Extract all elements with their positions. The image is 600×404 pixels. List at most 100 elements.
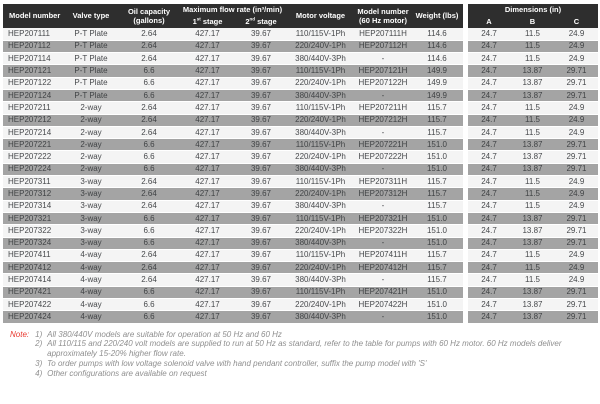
table-row: HEP207112 P-T Plate 2.64 427.17 39.67 220/240… <box>3 40 463 54</box>
header-stage-1: 1st stage <box>179 16 236 28</box>
cell: - <box>355 273 411 287</box>
cell: 6.6 <box>119 77 179 90</box>
cell: 6.6 <box>119 286 179 300</box>
cell: HEP207122 <box>3 77 63 90</box>
cell: 220/240V-1Ph <box>286 150 355 164</box>
cell: 115.7 <box>411 261 463 275</box>
cell: 427.17 <box>179 64 236 78</box>
cell: 24.7 <box>468 261 510 275</box>
dimensions-row: 24.7 13.87 29.71 <box>468 89 599 103</box>
note-items: 1) All 380/440V models are suitable for o… <box>35 330 592 379</box>
cell: HEP207124 <box>3 89 63 103</box>
cell: 380/440V-3Ph <box>286 163 355 177</box>
cell: 151.0 <box>411 138 463 152</box>
cell: 380/440V-3Ph <box>286 200 355 213</box>
table-row: HEP207422 4-way 6.6 427.17 39.67 220/240V-1Ph… <box>3 298 463 312</box>
header-model-number: Model number <box>3 4 63 28</box>
cell: 3-way <box>63 175 119 189</box>
cell: 13.87 <box>510 224 555 238</box>
cell: 115.7 <box>411 249 463 263</box>
cell: 427.17 <box>179 261 236 275</box>
cell: P-T Plate <box>63 28 119 41</box>
cell: 24.7 <box>468 77 510 90</box>
cell: 39.67 <box>236 77 286 90</box>
cell: 4-way <box>63 310 119 324</box>
table-row: HEP207114 P-T Plate 2.64 427.17 39.67 380/440… <box>3 52 463 66</box>
table-row: HEP207224 2-way 6.6 427.17 39.67 380/440V-3Ph… <box>3 163 463 177</box>
cell: 149.9 <box>411 64 463 78</box>
cell: 13.87 <box>510 310 555 324</box>
table-row: HEP207322 3-way 6.6 427.17 39.67 220/240V-1Ph… <box>3 224 463 238</box>
cell: 11.5 <box>510 101 555 115</box>
cell: 13.87 <box>510 138 555 152</box>
cell: 24.9 <box>555 273 599 287</box>
table-row: HEP207411 4-way 2.64 427.17 39.67 110/115V-1P… <box>3 249 463 263</box>
header-model-60hz: Model number (60 Hz motor) <box>355 4 411 28</box>
cell: HEP207214 <box>3 126 63 140</box>
cell: 39.67 <box>236 101 286 115</box>
cell: 110/115V-1Ph <box>286 249 355 263</box>
cell: 24.7 <box>468 163 510 177</box>
cell: HEP207121H <box>355 64 411 78</box>
cell: 427.17 <box>179 126 236 140</box>
dimensions-table: Dimensions (in) A B C 24.7 11.5 24.9 24.7 11… <box>468 4 599 324</box>
cell: 427.17 <box>179 212 236 226</box>
cell: HEP207114 <box>3 52 63 66</box>
cell: - <box>355 310 411 324</box>
cell: HEP207224 <box>3 163 63 177</box>
cell: 220/240V-1Ph <box>286 298 355 312</box>
table-row: HEP207311 3-way 2.64 427.17 39.67 110/115V-1P… <box>3 175 463 189</box>
stage1-number: 1 <box>192 17 197 27</box>
header-dim-b: B <box>510 16 555 28</box>
cell: 39.67 <box>236 187 286 201</box>
note-text: To order pumps with low voltage solenoid… <box>47 358 427 368</box>
dimensions-row: 24.7 13.87 29.71 <box>468 163 599 177</box>
cell: 24.9 <box>555 114 599 127</box>
cell: 29.71 <box>555 224 599 238</box>
cell: 11.5 <box>510 261 555 275</box>
header-motor-voltage: Motor voltage <box>286 4 355 28</box>
cell: 427.17 <box>179 298 236 312</box>
cell: 114.6 <box>411 40 463 54</box>
cell: 2-way <box>63 163 119 177</box>
header-max-flow-rate: Maximum flow rate (in³/min) <box>179 4 286 16</box>
cell: 220/240V-1Ph <box>286 261 355 275</box>
stage2-number: 2 <box>245 17 250 27</box>
header-oil-capacity-line2: (gallons) <box>133 16 165 25</box>
cell: 39.67 <box>236 89 286 103</box>
cell: 2.64 <box>119 273 179 287</box>
table-row: HEP207124 P-T Plate 6.6 427.17 39.67 380/440V… <box>3 89 463 103</box>
stage1-ordinal: st <box>196 16 201 22</box>
table-row: HEP207212 2-way 2.64 427.17 39.67 220/240V-1P… <box>3 114 463 127</box>
header-oil-capacity-line1: Oil capacity <box>127 6 171 16</box>
cell: 115.7 <box>411 126 463 140</box>
stage2-label: stage <box>254 17 277 27</box>
cell: 2.64 <box>119 52 179 66</box>
cell: HEP207121 <box>3 64 63 78</box>
cell: 151.0 <box>411 163 463 177</box>
cell: HEP207414 <box>3 273 63 287</box>
cell: 110/115V-1Ph <box>286 212 355 226</box>
cell: 4-way <box>63 249 119 263</box>
cell: - <box>355 237 411 250</box>
cell: 11.5 <box>510 114 555 127</box>
note-label: Note: <box>10 329 30 339</box>
cell: HEP207411 <box>3 249 63 263</box>
cell: 427.17 <box>179 224 236 238</box>
table-row: HEP207424 4-way 6.6 427.17 39.67 380/440V-3Ph… <box>3 310 463 324</box>
cell: 39.67 <box>236 310 286 324</box>
cell: 3-way <box>63 212 119 226</box>
cell: - <box>355 126 411 140</box>
cell: HEP207322 <box>3 224 63 238</box>
cell: 24.7 <box>468 237 510 250</box>
dimensions-row: 24.7 13.87 29.71 <box>468 212 599 226</box>
cell: 29.71 <box>555 298 599 312</box>
cell: 2.64 <box>119 101 179 115</box>
cell: 39.67 <box>236 298 286 312</box>
cell: 39.67 <box>236 261 286 275</box>
cell: 110/115V-1Ph <box>286 28 355 41</box>
cell: HEP207212H <box>355 114 411 127</box>
header-model-60hz-line2: (60 Hz motor) <box>359 16 407 25</box>
cell: 115.7 <box>411 200 463 213</box>
cell: 29.71 <box>555 64 599 78</box>
